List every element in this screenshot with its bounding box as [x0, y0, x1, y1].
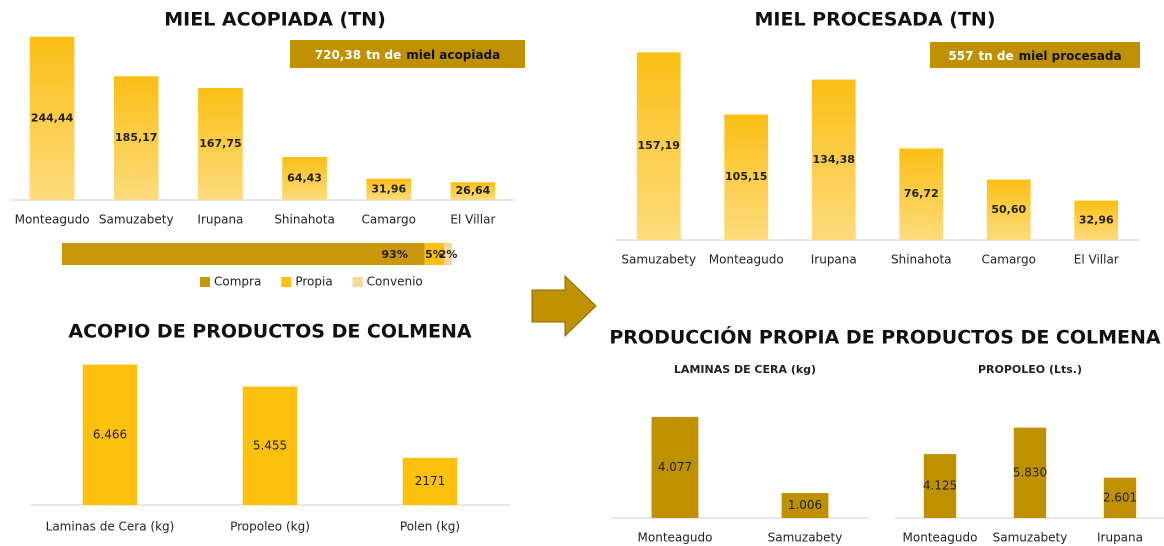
value-label: 105,15	[725, 170, 767, 183]
x-tick-label: Irupana	[811, 253, 857, 267]
value-label: 5%	[425, 248, 444, 261]
x-tick-label: Polen (kg)	[400, 520, 460, 534]
legend-swatch	[281, 277, 292, 287]
value-label: 244,44	[31, 111, 74, 124]
value-label: 93%	[382, 248, 408, 261]
chart-title: MIEL PROCESADA (TN)	[754, 9, 995, 31]
x-tick-label: Monteagudo	[638, 531, 713, 545]
bar-shine	[636, 52, 681, 241]
bar	[82, 364, 138, 505]
bar-shine	[1074, 200, 1119, 240]
value-label: 76,72	[904, 187, 939, 200]
legend-label: Compra	[214, 275, 261, 289]
x-tick-label: Camargo	[362, 213, 416, 227]
x-tick-label: Propoleo (kg)	[230, 520, 310, 534]
bar-shine	[282, 156, 327, 200]
value-label: 157,19	[638, 139, 680, 152]
section-title: PRODUCCIÓN PROPIA DE PRODUCTOS DE COLMEN…	[609, 325, 1161, 349]
value-label: 2%	[439, 248, 458, 261]
bar-shine	[811, 79, 856, 240]
x-tick-label: El Villar	[1074, 253, 1119, 267]
x-tick-label: Monteagudo	[903, 531, 978, 545]
arrow	[531, 274, 597, 338]
x-tick-label: Samuzabety	[768, 531, 843, 545]
value-label: 185,17	[115, 131, 157, 144]
x-tick-label: Samuzabety	[621, 253, 696, 267]
value-label: 4.077	[658, 460, 692, 474]
bar	[402, 457, 458, 505]
bar	[242, 386, 298, 505]
bar	[651, 416, 699, 518]
chart-title: MIEL ACOPIADA (TN)	[164, 9, 386, 31]
bar-segment	[444, 243, 452, 265]
value-label: 50,60	[991, 203, 1026, 216]
x-tick-label: Shinahota	[274, 213, 335, 227]
x-tick-label: Monteagudo	[15, 213, 90, 227]
bar-shine	[899, 148, 944, 240]
bar-shine	[198, 87, 243, 200]
legend-label: Propia	[295, 275, 332, 289]
x-tick-label: Samuzabety	[99, 213, 174, 227]
bar-shine	[450, 182, 496, 200]
annotation-part: miel procesada	[1019, 49, 1122, 63]
chart-title: ACOPIO DE PRODUCTOS DE COLMENA	[68, 321, 472, 343]
bar	[1013, 427, 1047, 518]
x-tick-label: Shinahota	[891, 253, 952, 267]
bar-shine	[113, 76, 159, 200]
value-label: 6.466	[93, 427, 127, 441]
annotation-part: 557	[948, 49, 973, 63]
x-tick-label: Monteagudo	[709, 253, 784, 267]
chart-title: LAMINAS DE CERA (kg)	[674, 363, 816, 376]
legend-swatch	[352, 277, 363, 287]
bar	[781, 493, 829, 518]
bar-shine	[724, 114, 769, 240]
bar	[1103, 477, 1137, 518]
value-label: 5.455	[253, 438, 287, 452]
bar-shine	[366, 178, 412, 200]
value-label: 2.601	[1103, 490, 1137, 504]
bar-shine	[986, 179, 1031, 240]
x-tick-label: Samuzabety	[993, 531, 1068, 545]
value-label: 2171	[415, 474, 446, 488]
value-label: 26,64	[456, 184, 491, 197]
x-tick-label: Irupana	[1097, 531, 1143, 545]
x-tick-label: El Villar	[450, 213, 495, 227]
value-label: 64,43	[287, 171, 322, 184]
value-label: 1.006	[788, 498, 822, 512]
value-label: 5.830	[1013, 465, 1047, 479]
bar-segment	[424, 243, 445, 265]
annotation: 720,38 tn de miel acopiada	[315, 48, 501, 62]
value-label: 31,96	[371, 182, 406, 195]
chart-title: PROPOLEO (Lts.)	[978, 363, 1082, 376]
annotation-part: tn de	[978, 49, 1013, 63]
bar-segment	[62, 243, 425, 265]
value-label: 167,75	[199, 137, 241, 150]
annotation-part: 720,38	[315, 48, 361, 62]
bar-shine	[29, 36, 75, 200]
annotation: 557 tn de miel procesada	[948, 49, 1121, 63]
x-tick-label: Camargo	[982, 253, 1036, 267]
annotation-part: tn de	[366, 48, 401, 62]
value-label: 32,96	[1079, 213, 1114, 226]
legend-swatch	[200, 277, 210, 287]
annotation-box	[290, 40, 525, 68]
x-tick-label: Laminas de Cera (kg)	[46, 520, 175, 534]
annotation-part: miel acopiada	[406, 48, 500, 62]
legend-label: Convenio	[367, 275, 423, 289]
value-label: 4.125	[923, 479, 957, 493]
value-label: 134,38	[813, 153, 855, 166]
bar	[923, 454, 957, 518]
x-tick-label: Irupana	[197, 213, 243, 227]
annotation-box	[930, 42, 1140, 68]
